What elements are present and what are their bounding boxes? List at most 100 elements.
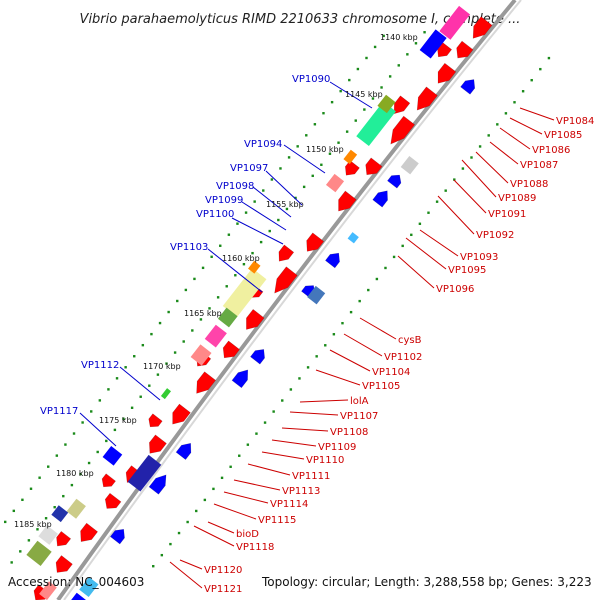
ruler-dot (139, 395, 142, 398)
ruler-dot (87, 461, 91, 465)
gene-label-forward: VP1107 (340, 411, 378, 422)
ruler-dot (272, 410, 275, 413)
ruler-dot (313, 123, 317, 126)
ruler-dot (216, 296, 220, 299)
ruler-dot (418, 222, 422, 225)
ruler-dot (435, 200, 439, 203)
forward-gene-arrow (222, 340, 240, 359)
forward-gene-arrow (278, 244, 295, 262)
ruler-dot (176, 299, 179, 303)
ruler-dot (212, 487, 215, 491)
ruler-dot (345, 130, 349, 133)
forward-gene-arrow (149, 434, 167, 454)
ruler-dot (184, 288, 188, 292)
topology-text: Topology: circular; Length: 3,288,558 bp… (261, 575, 592, 589)
gene-features (26, 5, 493, 600)
leader-line (519, 107, 555, 121)
tick-label: 1145 kbp (345, 90, 383, 99)
gene-box (79, 577, 99, 598)
gene-label-forward: VP1087 (520, 160, 558, 171)
ruler-dot (444, 189, 447, 192)
gene-box (127, 454, 162, 492)
leader-line (213, 503, 257, 520)
ruler-dot (302, 185, 306, 189)
ruler-dot (44, 517, 48, 520)
ruler-dot (27, 539, 31, 542)
leader-line (241, 201, 287, 231)
ruler-dot (169, 542, 172, 546)
gene-box (102, 446, 123, 466)
ruler-dot (210, 255, 213, 259)
ruler-dot (330, 100, 334, 104)
ruler-dot (251, 251, 254, 255)
tick-label: 1185 kbp (14, 520, 52, 529)
ruler-dot (521, 90, 525, 93)
gene-label-reverse: VP1097 (230, 163, 268, 174)
gene-label-forward: VP1121 (204, 584, 242, 595)
ruler-dot (113, 428, 117, 432)
ruler-dot (156, 373, 160, 376)
ruler-dot (203, 498, 207, 502)
ruler-dot (124, 366, 127, 369)
ruler-dot (365, 56, 368, 60)
leader-line (179, 559, 203, 570)
leader-line (343, 333, 383, 357)
forward-gene-arrow (393, 95, 411, 115)
forward-gene-arrow (456, 40, 474, 59)
leader-line (193, 525, 235, 547)
map-title: Vibrio parahaemolyticus RIMD 2210633 chr… (80, 12, 521, 27)
ruler-dot (234, 274, 237, 277)
tick-label: 1155 kbp (266, 200, 304, 209)
ruler-dot (133, 355, 136, 358)
ruler-dot (268, 229, 271, 233)
ruler-dot (173, 351, 177, 354)
gene-label-forward: VP1095 (448, 265, 486, 276)
leader-line (419, 229, 459, 257)
leader-line (397, 255, 435, 289)
ruler-dot (384, 266, 387, 270)
ruler-dot (504, 112, 508, 115)
gene-label-reverse: VP1117 (40, 406, 78, 417)
forward-gene-arrow (56, 530, 72, 547)
gene-label-forward: VP1110 (306, 455, 344, 466)
tick-label: 1140 kbp (380, 33, 418, 42)
ruler-dot (81, 421, 84, 424)
forward-gene-arrow (274, 266, 298, 294)
ruler-dot (349, 310, 353, 314)
ruler-dot (236, 222, 239, 225)
forward-gene-arrow (172, 403, 191, 425)
gene-label-forward: VP1093 (460, 252, 498, 263)
leader-line (283, 144, 326, 174)
tick-label: 1150 kbp (306, 145, 344, 154)
ruler-dot (547, 56, 551, 60)
gene-label-forward: VP1102 (384, 352, 422, 363)
ruler-dot (238, 454, 241, 457)
ruler-dot (255, 432, 258, 435)
gene-label-forward: cysB (398, 335, 422, 346)
gene-label-forward: VP1111 (292, 471, 330, 482)
ruler-dot (320, 163, 323, 166)
leader-line (261, 451, 305, 460)
gene-box (204, 324, 227, 348)
ruler-dot (263, 421, 267, 424)
leader-line (489, 141, 519, 165)
ruler-dot (90, 410, 93, 413)
gene-box (400, 155, 419, 175)
gene-box (439, 5, 471, 40)
ruler-dot (4, 520, 7, 524)
gene-label-forward: VP1108 (330, 427, 368, 438)
gene-box (347, 232, 359, 244)
leader-line (315, 369, 361, 386)
ruler-dot (285, 207, 289, 211)
ruler-dot (182, 340, 185, 343)
gene-label-reverse: VP1100 (196, 209, 234, 220)
leader-line (233, 479, 281, 491)
ruler-dot (305, 134, 308, 137)
ruler-dot (165, 362, 168, 365)
accession-text: Accession: NC_004603 (8, 575, 144, 589)
ruler-dot (348, 78, 351, 82)
ruler-dot (98, 399, 102, 402)
ruler-dot (229, 465, 232, 468)
reverse-gene-arrow (387, 174, 402, 189)
ruler-dot (281, 399, 284, 402)
